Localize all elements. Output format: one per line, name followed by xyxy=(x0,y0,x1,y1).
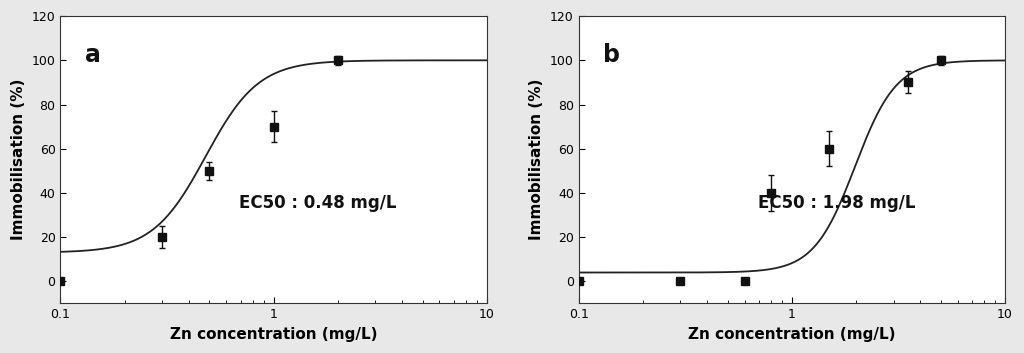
Text: b: b xyxy=(603,43,620,67)
Y-axis label: Immobilisation (%): Immobilisation (%) xyxy=(529,79,545,240)
Text: a: a xyxy=(85,43,100,67)
Text: EC50 : 1.98 mg/L: EC50 : 1.98 mg/L xyxy=(758,194,915,212)
Text: EC50 : 0.48 mg/L: EC50 : 0.48 mg/L xyxy=(240,194,397,212)
X-axis label: Zn concentration (mg/L): Zn concentration (mg/L) xyxy=(688,327,896,342)
Y-axis label: Immobilisation (%): Immobilisation (%) xyxy=(11,79,26,240)
X-axis label: Zn concentration (mg/L): Zn concentration (mg/L) xyxy=(170,327,377,342)
